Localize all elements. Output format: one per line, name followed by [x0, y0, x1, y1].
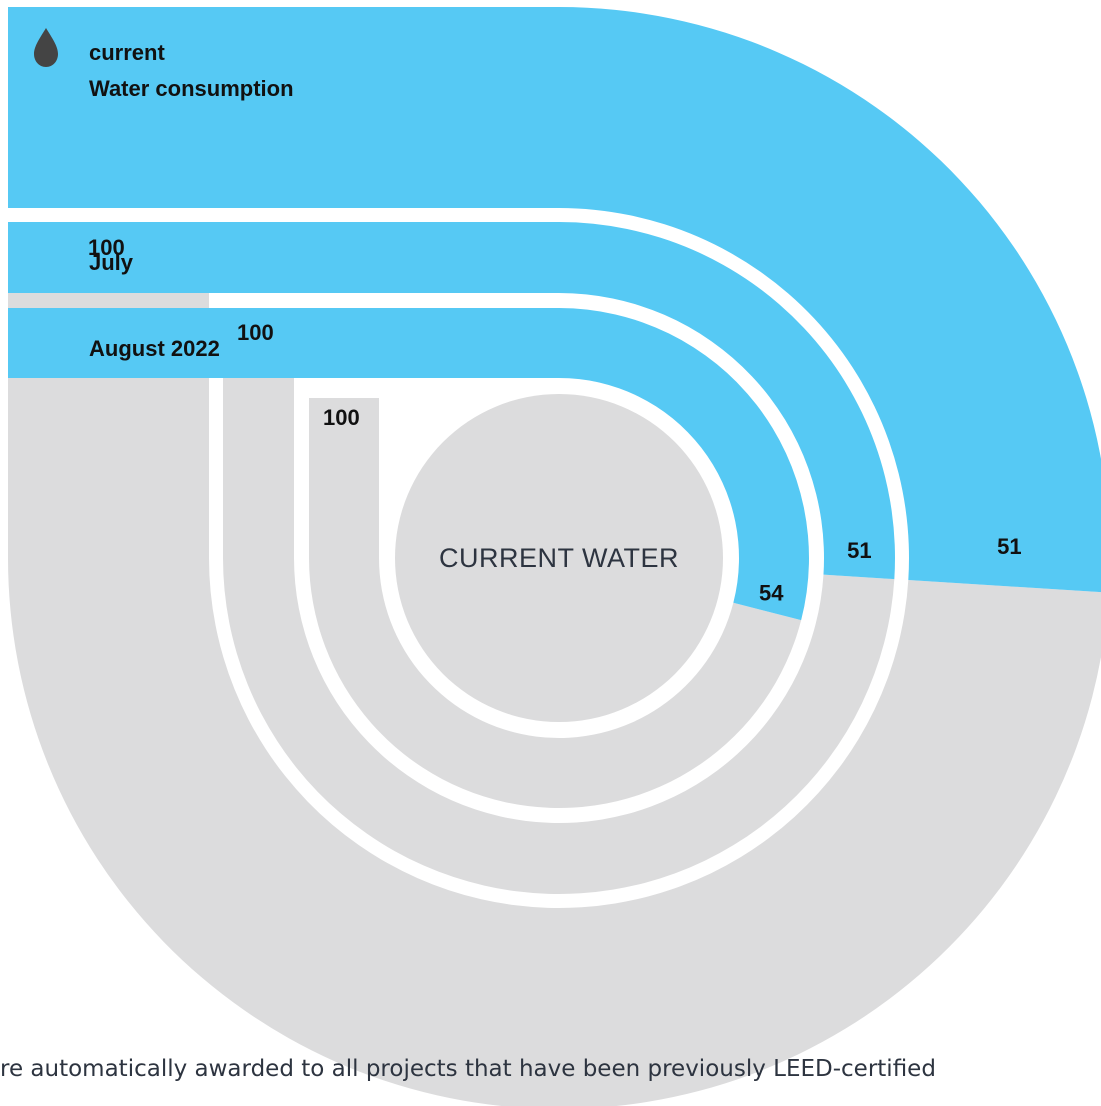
remainder-arc-2 — [309, 558, 802, 809]
score-arc-1 — [559, 222, 895, 580]
remainder-arc-0 — [8, 558, 1101, 1106]
score-label-august: 54 — [759, 581, 784, 606]
max-label-august: 100 — [323, 405, 360, 430]
score-band-2 — [8, 308, 560, 378]
score-label-july: 51 — [847, 538, 871, 563]
score-arc-0 — [559, 7, 1101, 593]
ring-label-august: August 2022 — [89, 336, 220, 361]
max-label-july: 100 — [237, 320, 274, 345]
center-disc — [395, 394, 723, 722]
ring-label-july: July — [89, 250, 134, 275]
water-drop-icon — [34, 28, 58, 67]
score-arc-2 — [559, 308, 810, 621]
ring-label-current: current — [89, 40, 165, 65]
footnote-text: re automatically awarded to all projects… — [0, 1056, 936, 1082]
score-segments — [8, 7, 1101, 621]
remainder-arc-1 — [223, 558, 895, 894]
score-band-0 — [8, 7, 560, 208]
center-label: CURRENT WATER — [439, 543, 679, 573]
max-label-current: 100 — [88, 235, 125, 260]
ring-label-water-consumption: Water consumption — [89, 76, 294, 101]
score-band-1 — [8, 222, 560, 293]
remainder-column-2 — [309, 398, 379, 558]
score-label-current: 51 — [997, 534, 1021, 559]
